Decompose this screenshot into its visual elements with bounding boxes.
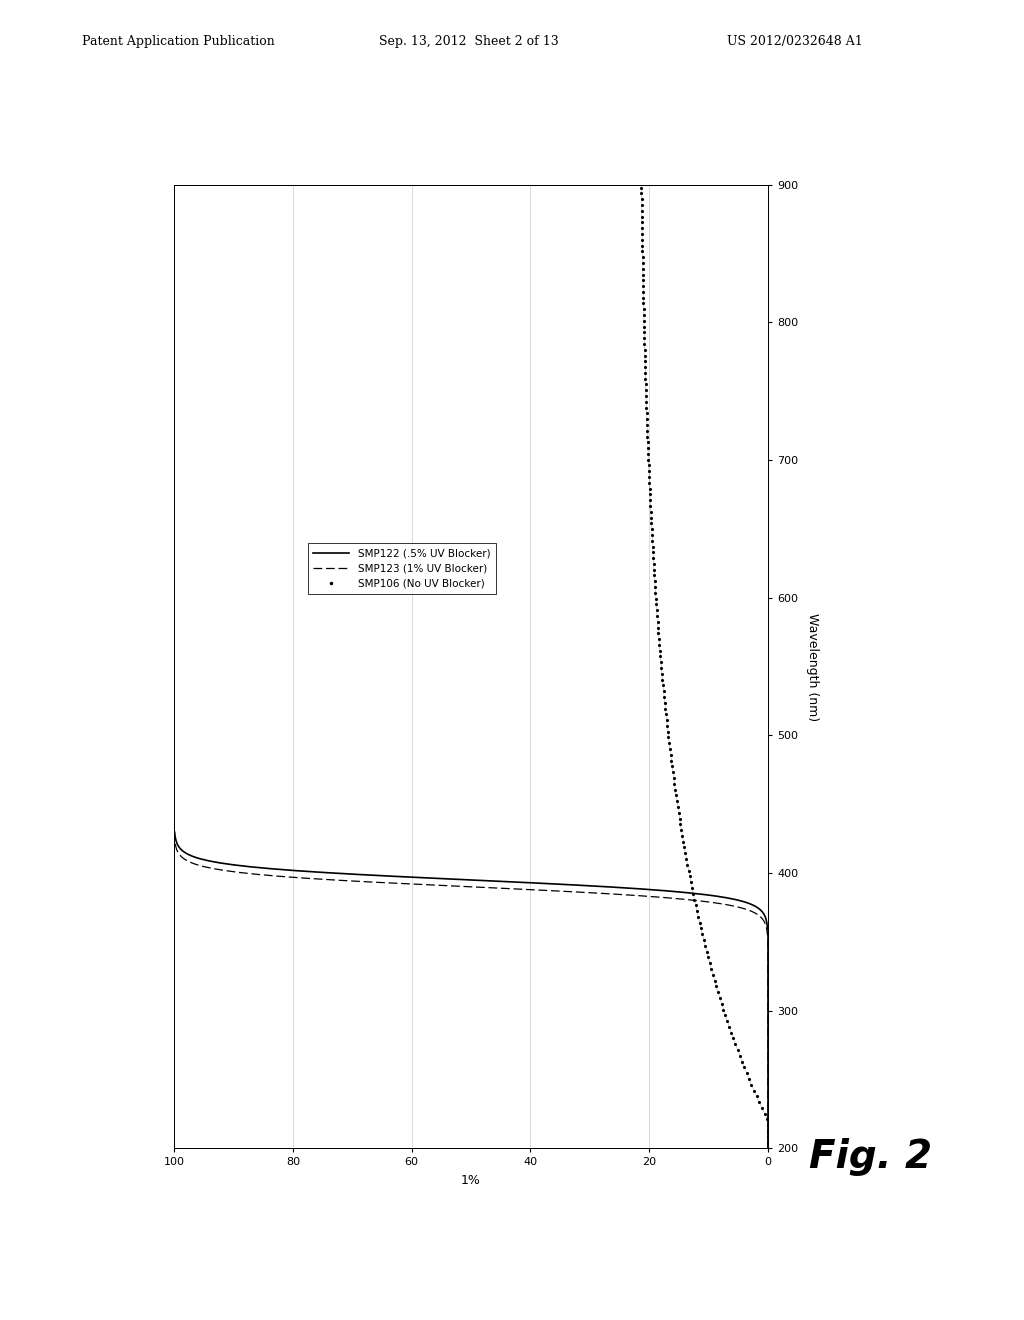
- Text: US 2012/0232648 A1: US 2012/0232648 A1: [727, 34, 863, 48]
- Text: Sep. 13, 2012  Sheet 2 of 13: Sep. 13, 2012 Sheet 2 of 13: [379, 34, 559, 48]
- Text: Fig. 2: Fig. 2: [809, 1138, 932, 1176]
- X-axis label: 1%: 1%: [461, 1175, 481, 1188]
- Text: Patent Application Publication: Patent Application Publication: [82, 34, 274, 48]
- Legend: SMP122 (.5% UV Blocker), SMP123 (1% UV Blocker), SMP106 (No UV Blocker): SMP122 (.5% UV Blocker), SMP123 (1% UV B…: [307, 543, 496, 594]
- Y-axis label: Wavelength (nm): Wavelength (nm): [807, 612, 819, 721]
